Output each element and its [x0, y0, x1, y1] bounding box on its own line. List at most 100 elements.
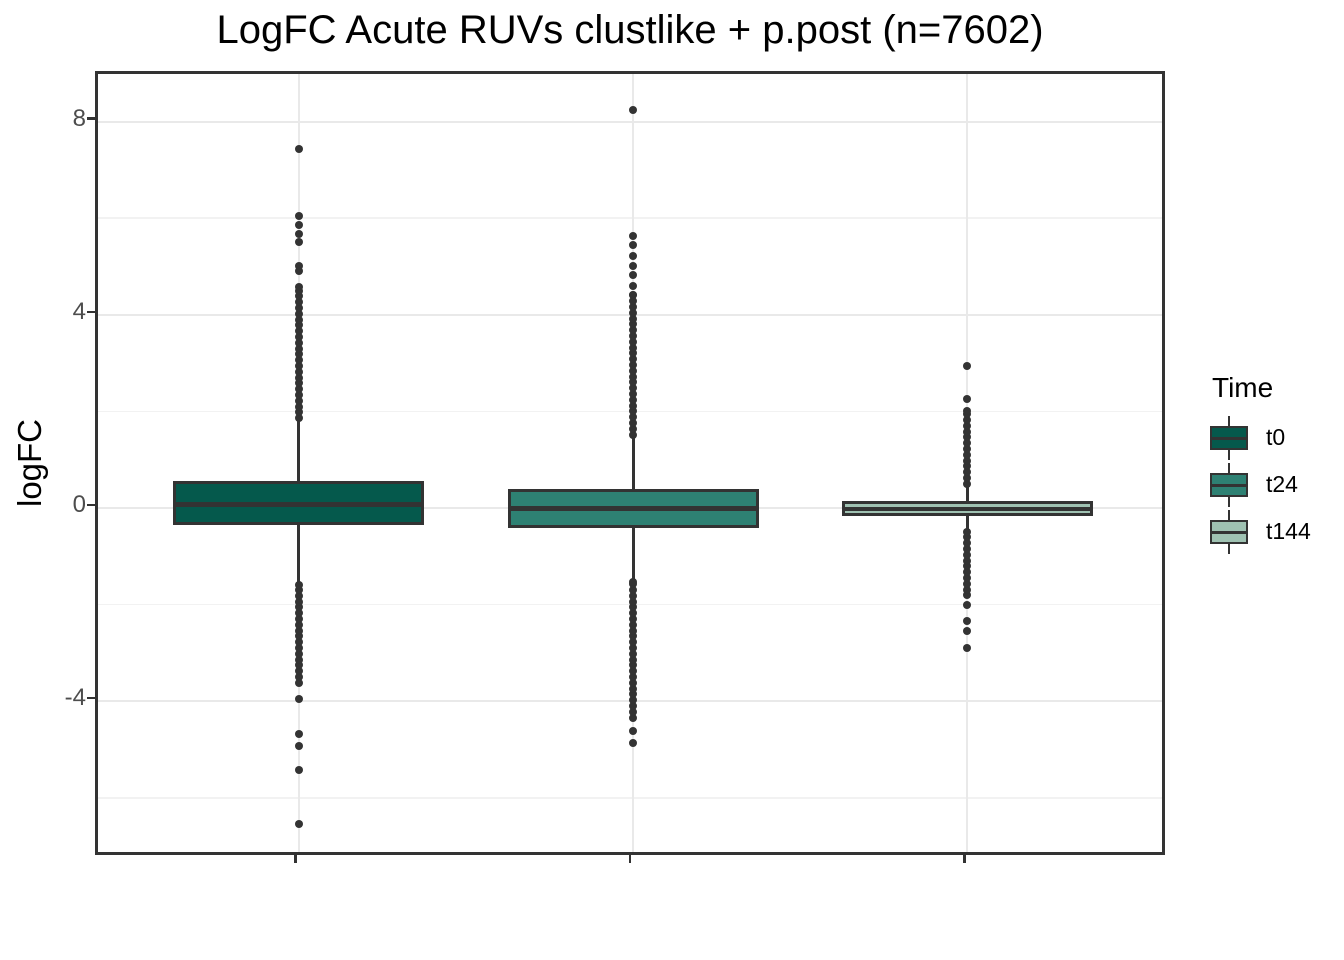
outlier-point: [963, 474, 972, 483]
outlier-point: [963, 445, 972, 454]
y-tick-label: 8: [72, 104, 86, 132]
outlier-point: [294, 742, 303, 751]
outlier-point: [963, 644, 972, 653]
outlier-point: [963, 574, 972, 583]
outlier-point: [294, 603, 303, 612]
outlier-point: [294, 408, 303, 417]
key-box: [1210, 472, 1248, 497]
outlier-point: [629, 297, 637, 306]
outlier-point: [294, 221, 303, 230]
outlier-point: [294, 356, 303, 365]
key-median: [1212, 531, 1246, 534]
outlier-point: [629, 418, 637, 427]
outlier-point: [963, 539, 972, 548]
outlier-point: [629, 378, 637, 387]
outlier-point: [294, 304, 303, 313]
outlier-point: [963, 568, 972, 577]
outlier-point: [629, 707, 637, 716]
legend-entry-t24: t24: [1210, 461, 1311, 508]
outlier-point: [294, 211, 303, 220]
outlier-point: [294, 282, 303, 291]
outlier-point: [294, 350, 303, 359]
plot-panel: [95, 71, 1165, 855]
outlier-point: [963, 601, 972, 610]
outlier-point: [294, 385, 303, 394]
outlier-point: [629, 303, 637, 312]
y-tick-label: 0: [72, 491, 86, 518]
outlier-point: [629, 609, 637, 618]
legend: Time t0 t24: [1210, 372, 1311, 555]
outlier-point: [294, 261, 303, 270]
outlier-point: [294, 673, 303, 682]
outlier-point: [294, 361, 303, 370]
outlier-point: [294, 620, 303, 629]
outlier-point: [294, 667, 303, 676]
boxplot-key-icon: [1210, 509, 1248, 554]
outlier-point: [629, 638, 637, 647]
outlier-point: [294, 661, 303, 670]
outlier-point: [294, 367, 303, 376]
outlier-point: [629, 615, 637, 624]
outlier-point: [629, 661, 637, 670]
y-tick-mark: [87, 310, 95, 314]
outlier-point: [629, 395, 637, 404]
outlier-point: [629, 308, 637, 317]
key-box: [1210, 425, 1248, 450]
outlier-point: [629, 430, 637, 439]
outlier-point: [963, 406, 972, 415]
outlier-point: [629, 620, 637, 629]
outlier-point: [629, 231, 637, 240]
outlier-point: [629, 105, 637, 114]
outlier-point: [629, 739, 637, 748]
boxplot-key-icon: [1210, 462, 1248, 507]
key-median: [1212, 437, 1246, 440]
outlier-point: [294, 327, 303, 336]
outlier-point: [294, 344, 303, 353]
outlier-point: [629, 632, 637, 641]
outlier-point: [629, 713, 637, 722]
outlier-point: [629, 684, 637, 693]
y-tick-mark: [87, 117, 95, 120]
median-line: [507, 506, 759, 511]
y-tick-mark: [87, 503, 95, 507]
outlier-point: [629, 281, 637, 290]
outlier-point: [629, 667, 637, 676]
outlier-point: [963, 450, 972, 459]
outlier-point: [629, 424, 637, 433]
outlier-point: [294, 292, 303, 301]
outlier-point: [629, 343, 637, 352]
outlier-point: [963, 394, 972, 403]
outlier-point: [963, 550, 972, 559]
outlier-point: [294, 333, 303, 342]
outlier-point: [294, 586, 303, 595]
outlier-point: [963, 590, 972, 599]
outlier-point: [294, 298, 303, 307]
outlier-point: [294, 609, 303, 618]
x-tick-mark: [963, 855, 966, 863]
outlier-point: [963, 528, 972, 537]
gridline-minor: [98, 797, 1162, 799]
outlier-point: [294, 638, 303, 647]
outlier-point: [629, 290, 637, 299]
outlier-point: [294, 390, 303, 399]
outlier-point: [963, 533, 972, 542]
outlier-point: [963, 585, 972, 594]
outlier-point: [629, 626, 637, 635]
outlier-point: [629, 271, 637, 280]
outlier-point: [963, 456, 972, 465]
outlier-point: [294, 396, 303, 405]
outlier-point: [294, 581, 303, 590]
outlier-point: [963, 468, 972, 477]
outlier-point: [294, 632, 303, 641]
outlier-point: [963, 433, 972, 442]
outlier-point: [629, 407, 637, 416]
outlier-point: [294, 373, 303, 382]
outlier-point: [963, 462, 972, 471]
outlier-point: [963, 556, 972, 565]
outlier-point: [629, 314, 637, 323]
legend-label: t0: [1266, 424, 1286, 450]
outlier-point: [629, 644, 637, 653]
outlier-point: [629, 673, 637, 682]
outlier-point: [963, 479, 972, 488]
boxplot-key-icon: [1210, 415, 1248, 460]
